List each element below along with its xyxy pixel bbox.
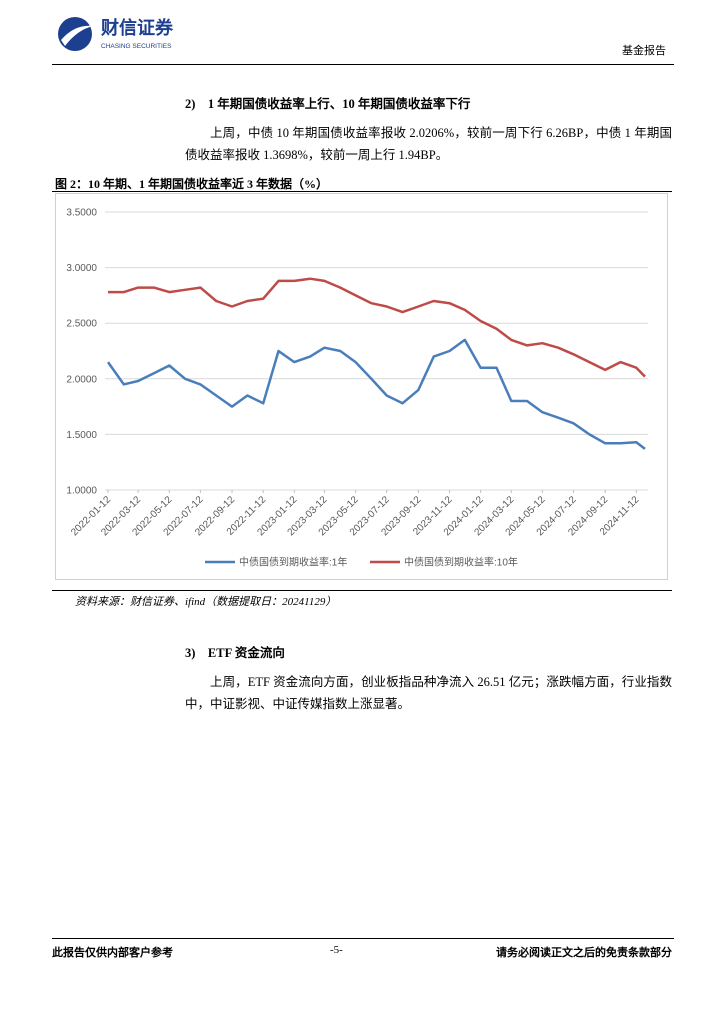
footer-rule bbox=[52, 938, 674, 939]
legend-label: 中债国债到期收益率:10年 bbox=[404, 556, 518, 569]
section-heading: 2) 1 年期国债收益率上行、10 年期国债收益率下行 bbox=[185, 97, 471, 111]
logo-name: 财信证券 bbox=[101, 17, 174, 38]
y-tick-label: 1.0000 bbox=[66, 486, 97, 497]
series-line bbox=[106, 338, 646, 450]
footer-right: 请务必阅读正文之后的免责条款部分 bbox=[496, 947, 672, 959]
report-type: 基金报告 bbox=[622, 45, 666, 57]
y-tick-label: 3.0000 bbox=[66, 263, 97, 274]
y-tick-label: 3.5000 bbox=[66, 208, 97, 219]
section-heading: 3) ETF 资金流向 bbox=[185, 646, 285, 660]
figure-caption: 图 2：10 年期、1 年期国债收益率近 3 年数据（%） bbox=[55, 177, 329, 191]
caption-rule bbox=[52, 191, 672, 192]
paragraph: 上周，中债 10 年期国债收益率报收 2.0206%，较前一周下行 6.26BP… bbox=[185, 126, 672, 162]
y-tick-label: 2.0000 bbox=[66, 374, 97, 385]
y-tick-label: 2.5000 bbox=[66, 319, 97, 330]
source-rule bbox=[52, 590, 672, 591]
header-rule bbox=[52, 64, 674, 65]
page-number: -5- bbox=[330, 944, 343, 956]
legend-label: 中债国债到期收益率:1年 bbox=[239, 556, 347, 569]
y-tick-label: 1.5000 bbox=[66, 430, 97, 441]
logo: 财信证券 CHASING SECURITIES bbox=[58, 17, 174, 51]
paragraph: 上周，ETF 资金流向方面，创业板指品种净流入 26.51 亿元；涨跌幅方面，行… bbox=[185, 675, 672, 711]
chart: 1.00001.50002.00002.50003.00003.50002022… bbox=[55, 193, 668, 580]
chart-frame bbox=[55, 193, 668, 580]
footer-left: 此报告仅供内部客户参考 bbox=[52, 947, 173, 959]
series-line bbox=[108, 277, 646, 378]
source-note: 资料来源：财信证券、ifind（数据提取日：20241129） bbox=[75, 596, 337, 608]
logo-swoosh bbox=[61, 25, 93, 46]
logo-sub: CHASING SECURITIES bbox=[101, 43, 172, 50]
